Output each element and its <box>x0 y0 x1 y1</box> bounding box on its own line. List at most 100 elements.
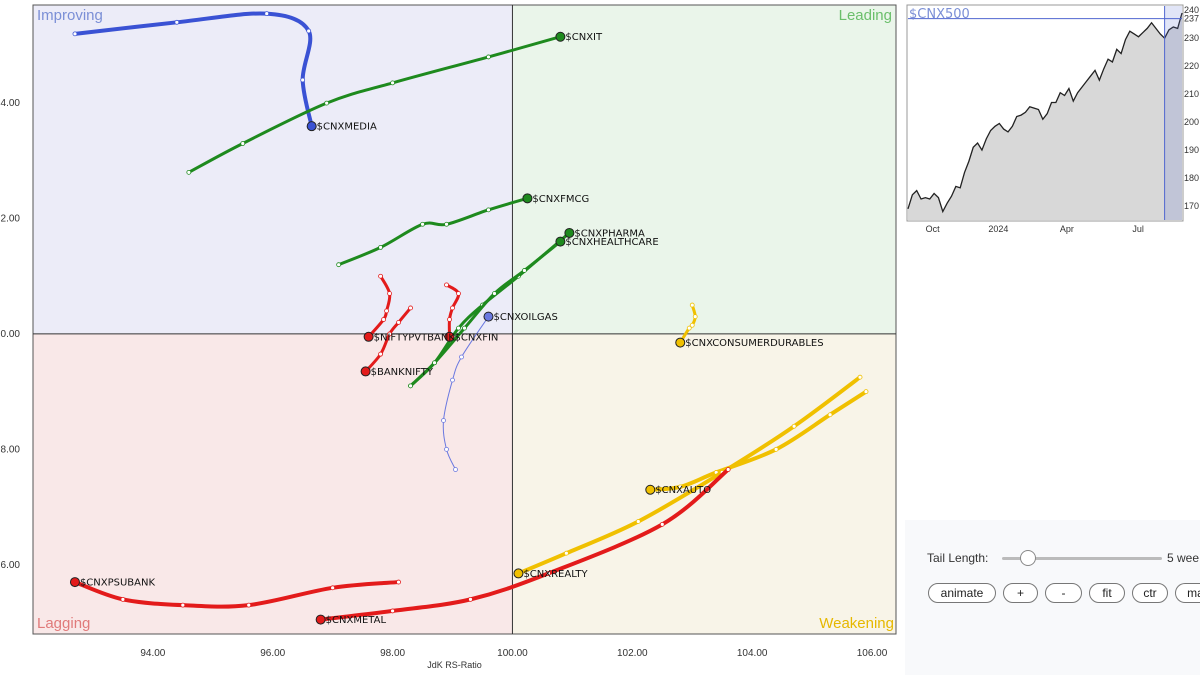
mini-y-tick-label: 200 <box>1184 117 1199 127</box>
series-cnxpsubank[interactable] <box>69 577 401 609</box>
tail-point <box>725 467 731 472</box>
plot-frame <box>32 4 897 635</box>
tail-point <box>390 80 395 86</box>
x-tick-label: 94.00 <box>140 648 165 659</box>
tail-point <box>546 571 551 576</box>
series-label: $CNXPHARMA <box>574 228 645 239</box>
fit-button[interactable]: fit <box>1089 583 1125 603</box>
axes: 94.00 96.00 98.00 100.00 102.00 104.00 106.00 4… <box>1 98 888 659</box>
mini-y-tick-label: 230 <box>1184 33 1199 43</box>
tail-length-slider-thumb[interactable] <box>1019 550 1036 566</box>
series-cnxit[interactable] <box>186 31 566 175</box>
series-head-point[interactable] <box>645 484 656 495</box>
tail-point <box>456 325 461 331</box>
series-cnxmetal[interactable] <box>315 467 731 625</box>
y-tick-label: 6.00 <box>1 560 21 571</box>
tail-point <box>659 521 665 527</box>
tail-length-label: Tail Length: <box>927 551 989 565</box>
tail-point <box>453 467 458 472</box>
mini-x-tick-label: Apr <box>1060 224 1074 234</box>
y-tick-label: 0.00 <box>1 329 21 340</box>
mini-x-tick-label: Jul <box>1132 224 1144 234</box>
tail-point <box>240 141 246 146</box>
tail-point <box>863 389 869 395</box>
mini-chart-tail-window <box>1164 6 1182 220</box>
tail-point <box>563 550 569 556</box>
animate-button[interactable]: animate <box>928 583 996 603</box>
series-banknifty[interactable] <box>360 305 413 377</box>
center-button[interactable]: ctr <box>1132 583 1168 603</box>
control-panel: Tail Length: 5 wee animate + - fit ctr m… <box>905 520 1200 675</box>
series-niftypvtbank[interactable] <box>363 273 392 342</box>
tail-point <box>692 314 698 320</box>
series-head-point[interactable] <box>306 121 317 132</box>
quadrant-lagging <box>33 333 513 634</box>
tail-point <box>378 244 383 250</box>
series-label: $CNXREALTY <box>523 569 588 580</box>
series-head-point[interactable] <box>483 311 494 322</box>
max-button[interactable]: ma <box>1175 583 1200 603</box>
tail-point <box>180 602 186 608</box>
zoom-in-button[interactable]: + <box>1003 583 1038 603</box>
series-head-point[interactable] <box>564 227 575 238</box>
series-head-point[interactable] <box>555 236 566 247</box>
mini-y-tick-label: 180 <box>1184 173 1199 183</box>
series-head-point[interactable] <box>363 331 374 342</box>
tail-point <box>396 579 401 585</box>
tail-point <box>381 317 386 322</box>
mini-chart-line <box>907 12 1183 214</box>
series-cnxoilgas[interactable] <box>441 311 494 472</box>
tail-point <box>378 351 383 357</box>
series-label: $CNXMETAL <box>326 615 387 626</box>
series-head-point[interactable] <box>360 366 371 377</box>
series-tails <box>69 11 869 625</box>
series-label: $CNXFMCG <box>532 194 589 205</box>
series-head-point[interactable] <box>513 568 524 579</box>
series-label: $CNXIT <box>565 32 603 43</box>
tail-point <box>468 596 473 602</box>
x-tick-label: 98.00 <box>380 648 405 659</box>
tail-point <box>462 325 467 331</box>
series-head-point[interactable] <box>315 614 326 625</box>
series-head-point[interactable] <box>555 31 566 42</box>
tail-point <box>686 325 692 331</box>
y-tick-label: 8.00 <box>1 444 21 455</box>
tail-point <box>246 602 252 608</box>
quadrant-leading <box>512 5 896 334</box>
tail-point <box>444 446 449 452</box>
tail-point <box>387 291 392 296</box>
tail-point <box>336 262 342 268</box>
series-label: $BANKNIFTY <box>371 367 434 378</box>
series-label: $CNXFIN <box>455 332 499 343</box>
mini-y-tick-label: 190 <box>1184 145 1199 155</box>
mini-y-tick-label: 220 <box>1184 61 1199 71</box>
series-head-point[interactable] <box>444 331 455 342</box>
series-cnxmedia[interactable] <box>72 11 317 132</box>
tail-point <box>791 423 797 429</box>
rrg-chart: $CNXMEDIA $CNXIT $CNXFMCG $CNXPHARMA$CNXHEA… <box>1 4 897 670</box>
x-tick-label: 104.00 <box>737 648 768 659</box>
tail-point <box>450 377 455 383</box>
series-cnxfmcg[interactable] <box>336 193 533 268</box>
series-tail <box>337 196 529 267</box>
series-cnxconsumerdurables[interactable] <box>675 302 698 348</box>
x-tick-label: 100.00 <box>497 648 528 659</box>
tail-point <box>444 282 449 288</box>
tail-length-value: 5 wee <box>1167 551 1200 565</box>
tail-length-slider[interactable] <box>1002 550 1162 566</box>
quadrant-improving <box>33 5 513 334</box>
mini-chart-title: $CNX500 <box>909 7 970 22</box>
series-cnxhealthcare[interactable] <box>408 236 566 389</box>
series-cnxfin[interactable] <box>444 282 461 342</box>
series-head-point[interactable] <box>69 577 80 588</box>
series-label: $CNXCONSUMERDURABLES <box>685 338 823 349</box>
tail-point <box>857 374 863 380</box>
tail-point <box>72 31 78 37</box>
tail-point <box>444 221 449 227</box>
zoom-out-button[interactable]: - <box>1045 583 1082 603</box>
series-head-point[interactable] <box>522 193 533 204</box>
series-head-point[interactable] <box>675 337 686 348</box>
tail-point <box>827 412 833 418</box>
mini-chart-area <box>908 12 1182 220</box>
